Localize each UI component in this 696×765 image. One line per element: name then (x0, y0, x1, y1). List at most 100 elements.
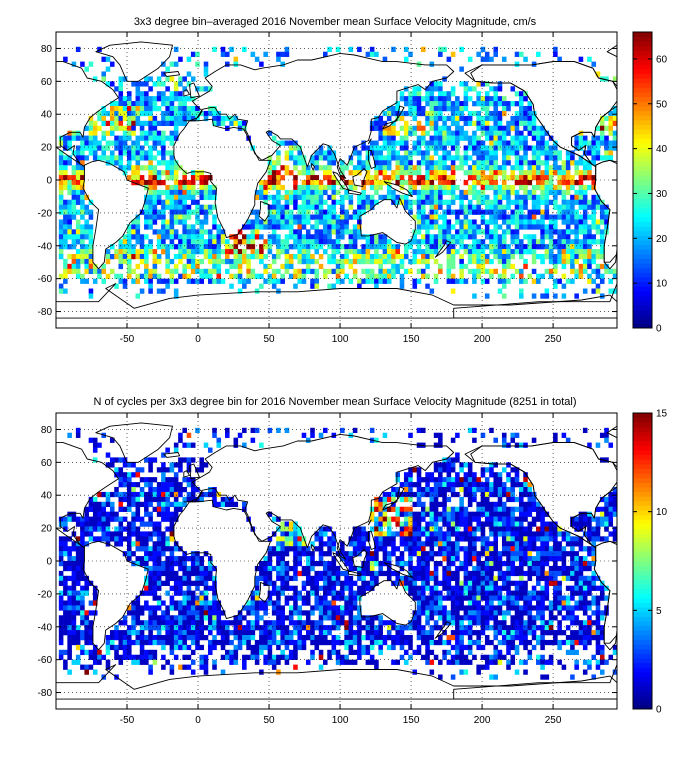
heatmap-cell (485, 269, 490, 274)
heatmap-cell (246, 234, 251, 239)
heatmap-cell (319, 155, 324, 160)
heatmap-cell (540, 215, 545, 220)
heatmap-cell (562, 244, 567, 249)
heatmap-cell (540, 512, 545, 517)
heatmap-cell (493, 244, 498, 249)
heatmap-cell (498, 477, 503, 482)
heatmap-cell (553, 244, 558, 249)
heatmap-cell (212, 219, 217, 224)
heatmap-cell (404, 482, 409, 487)
heatmap-cell (118, 249, 123, 254)
heatmap-cell (528, 160, 533, 165)
heatmap-cell (570, 219, 575, 224)
heatmap-cell (144, 81, 149, 86)
heatmap-cell (361, 145, 366, 150)
heatmap-cell (387, 254, 392, 259)
heatmap-cell (114, 274, 119, 279)
heatmap-cell (118, 541, 123, 546)
heatmap-cell (161, 502, 166, 507)
heatmap-cell (485, 522, 490, 527)
heatmap-cell (528, 522, 533, 527)
heatmap-cell (489, 487, 494, 492)
heatmap-cell (374, 249, 379, 254)
heatmap-cell (72, 556, 77, 561)
heatmap-cell (378, 571, 383, 576)
heatmap-cell (562, 551, 567, 556)
heatmap-cell (502, 234, 507, 239)
heatmap-cell (268, 566, 273, 571)
heatmap-cell (216, 438, 221, 443)
heatmap-cell (510, 512, 515, 517)
heatmap-cell (59, 195, 64, 200)
heatmap-cell (498, 487, 503, 492)
heatmap-cell (519, 165, 524, 170)
heatmap-cell (506, 229, 511, 234)
heatmap-cell (383, 136, 388, 141)
heatmap-cell (170, 175, 175, 180)
heatmap-cell (489, 526, 494, 531)
heatmap-cell (570, 160, 575, 165)
heatmap-cell (285, 249, 290, 254)
heatmap-cell (489, 160, 494, 165)
heatmap-cell (566, 259, 571, 264)
heatmap-cell (540, 541, 545, 546)
heatmap-cell (536, 224, 541, 229)
heatmap-cell (464, 131, 469, 136)
heatmap-cell (178, 205, 183, 210)
heatmap-cell (366, 254, 371, 259)
heatmap-cell (549, 249, 554, 254)
heatmap-cell (144, 131, 149, 136)
heatmap-cell (148, 145, 153, 150)
heatmap-cell (553, 190, 558, 195)
heatmap-cell (268, 219, 273, 224)
heatmap-cell (506, 121, 511, 126)
heatmap-cell (528, 512, 533, 517)
heatmap-cell (332, 229, 337, 234)
heatmap-cell (442, 541, 447, 546)
heatmap-cell (472, 526, 477, 531)
heatmap-cell (447, 106, 452, 111)
heatmap-cell (136, 239, 141, 244)
heatmap-cell (76, 165, 81, 170)
heatmap-cell (148, 269, 153, 274)
heatmap-cell (332, 576, 337, 581)
heatmap-cell (332, 219, 337, 224)
heatmap-cell (455, 433, 460, 438)
heatmap-cell (340, 165, 345, 170)
heatmap-cell (131, 541, 136, 546)
heatmap-cell (506, 522, 511, 527)
heatmap-cell (276, 224, 281, 229)
heatmap-cell (519, 141, 524, 146)
heatmap-cell (212, 244, 217, 249)
heatmap-cell (170, 492, 175, 497)
heatmap-cell (553, 170, 558, 175)
colorbar-band (633, 296, 652, 301)
heatmap-cell (502, 195, 507, 200)
heatmap-cell (425, 224, 430, 229)
heatmap-cell (464, 106, 469, 111)
heatmap-cell (502, 438, 507, 443)
heatmap-cell (178, 215, 183, 220)
heatmap-cell (408, 150, 413, 155)
heatmap-cell (199, 224, 204, 229)
heatmap-cell (144, 91, 149, 96)
heatmap-cell (442, 477, 447, 482)
heatmap-cell (493, 195, 498, 200)
heatmap-cell (455, 210, 460, 215)
heatmap-cell (293, 571, 298, 576)
heatmap-cell (417, 477, 422, 482)
heatmap-cell (515, 180, 520, 185)
heatmap-cell (144, 551, 149, 556)
heatmap-cell (493, 205, 498, 210)
heatmap-cell (191, 185, 196, 190)
heatmap-cell (519, 244, 524, 249)
heatmap-cell (476, 269, 481, 274)
heatmap-cell (579, 566, 584, 571)
heatmap-cell (464, 492, 469, 497)
heatmap-cell (553, 546, 558, 551)
heatmap-cell (583, 428, 588, 433)
heatmap-cell (272, 180, 277, 185)
heatmap-cell (553, 556, 558, 561)
heatmap-cell (314, 165, 319, 170)
heatmap-cell (464, 279, 469, 284)
